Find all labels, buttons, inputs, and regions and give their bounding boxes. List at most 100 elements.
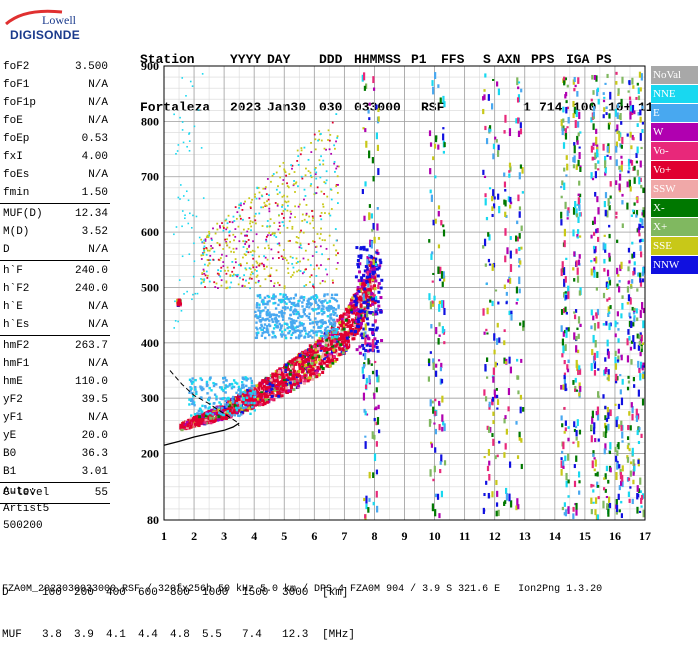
echo-point (342, 349, 346, 353)
echo-point (283, 305, 287, 309)
echo-point (369, 285, 373, 289)
echo-point (352, 319, 356, 323)
echo-point (356, 262, 360, 266)
echo-point (333, 147, 336, 150)
echo-point (632, 335, 635, 342)
echo-point (497, 301, 500, 305)
echo-point (614, 108, 618, 117)
echo-point (614, 333, 617, 338)
param-value: 20.0 (81, 430, 108, 442)
echo-point (279, 327, 283, 330)
echo-point (237, 406, 240, 410)
echo-point (224, 403, 227, 406)
echo-point (379, 261, 383, 265)
echo-point (332, 297, 336, 300)
echo-point (297, 316, 300, 320)
echo-point (325, 364, 329, 368)
echo-point (362, 293, 365, 301)
echo-point (639, 477, 642, 485)
echo-point (366, 270, 369, 276)
echo-point (286, 362, 290, 366)
echo-point (360, 309, 364, 313)
echo-point (281, 367, 285, 371)
echo-point (304, 332, 308, 335)
echo-point (265, 310, 269, 314)
echo-point (597, 321, 600, 329)
echo-point (347, 315, 351, 319)
echo-point (609, 91, 612, 100)
echo-point (342, 312, 346, 316)
echo-point (259, 310, 262, 313)
echo-point (439, 97, 442, 104)
echo-point (232, 233, 235, 236)
echo-point (332, 281, 334, 284)
echo-point (197, 423, 201, 427)
echo-point (628, 320, 632, 327)
echo-point (298, 246, 301, 249)
echo-point (368, 102, 371, 106)
echo-point (238, 393, 241, 396)
echo-point (510, 500, 513, 508)
echo-point (341, 314, 345, 318)
echo-point (572, 229, 575, 237)
echo-point (603, 234, 606, 237)
echo-point (335, 357, 339, 361)
echo-point (286, 226, 289, 229)
echo-point (311, 307, 314, 311)
echo-point (250, 379, 254, 383)
echo-point (326, 308, 329, 311)
echo-point (198, 415, 202, 419)
echo-point (314, 148, 317, 151)
echo-point (268, 384, 272, 388)
echo-point (375, 132, 378, 140)
echo-point (366, 298, 370, 302)
echo-point (338, 320, 342, 324)
echo-point (344, 307, 348, 311)
echo-point (237, 283, 240, 286)
echo-point (266, 178, 269, 180)
echo-point (564, 201, 567, 209)
echo-point (505, 428, 508, 435)
echo-point (268, 210, 271, 213)
echo-point (207, 259, 210, 261)
echo-point (627, 329, 630, 335)
echo-point (364, 331, 367, 335)
echo-point (630, 320, 633, 328)
echo-point (223, 413, 227, 417)
echo-point (434, 428, 438, 435)
echo-point (329, 307, 333, 310)
echo-point (270, 318, 274, 321)
echo-point (294, 362, 298, 366)
echo-point (312, 285, 314, 287)
echo-point (593, 269, 596, 278)
distance-cell-4: 600 (138, 587, 158, 599)
echo-point (353, 330, 357, 334)
param-name: h`F (3, 265, 23, 277)
echo-point (614, 446, 617, 452)
echo-point (195, 392, 198, 396)
echo-point (295, 375, 299, 379)
echo-point (578, 365, 581, 370)
echo-point (351, 323, 355, 327)
echo-point (351, 337, 355, 341)
echo-point (597, 207, 600, 215)
echo-point (325, 332, 329, 335)
echo-point (567, 116, 570, 124)
echo-point (363, 307, 367, 311)
echo-point (284, 171, 287, 174)
echo-point (321, 301, 324, 304)
echo-point (564, 291, 567, 294)
echo-point (283, 287, 286, 290)
echo-point (237, 387, 241, 390)
echo-point (621, 200, 624, 205)
y-tick-label: 80 (147, 513, 159, 527)
echo-point (332, 355, 336, 359)
echo-point (359, 314, 363, 318)
echo-point (619, 143, 622, 148)
echo-point (193, 125, 196, 128)
echo-point (297, 155, 300, 158)
echo-point (597, 98, 600, 105)
echo-point (179, 198, 181, 200)
echo-point (312, 295, 315, 298)
echo-point (253, 393, 257, 396)
